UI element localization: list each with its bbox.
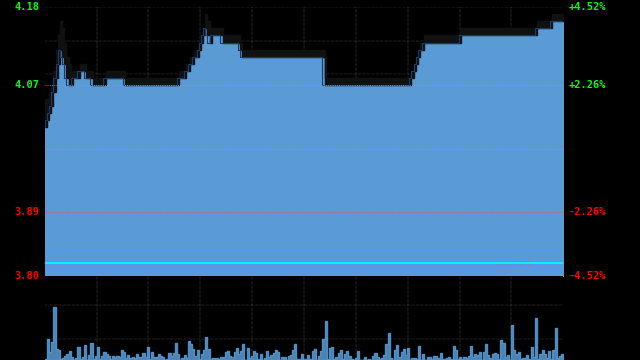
Text: 3.89: 3.89	[15, 207, 40, 217]
Text: +2.26%: +2.26%	[568, 80, 606, 90]
Text: -4.52%: -4.52%	[568, 271, 606, 281]
Text: +4.52%: +4.52%	[568, 2, 606, 12]
Text: sina.com: sina.com	[496, 259, 534, 268]
Text: 4.18: 4.18	[15, 2, 40, 12]
Text: 4.07: 4.07	[15, 80, 40, 90]
Text: -2.26%: -2.26%	[568, 207, 606, 217]
Text: 3.80: 3.80	[15, 271, 40, 281]
